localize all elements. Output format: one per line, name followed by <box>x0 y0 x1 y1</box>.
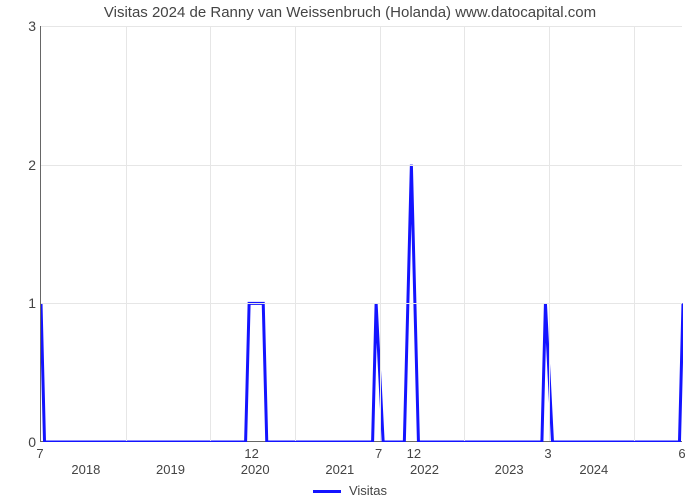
x-tick-month: 7 <box>375 446 382 461</box>
x-tick-year: 2023 <box>495 462 524 477</box>
gridline-vertical <box>210 26 211 441</box>
x-tick-month: 6 <box>678 446 685 461</box>
x-tick-year: 2024 <box>579 462 608 477</box>
y-tick-label: 3 <box>6 18 36 34</box>
y-tick-label: 2 <box>6 157 36 173</box>
y-tick-label: 1 <box>6 295 36 311</box>
gridline-horizontal <box>41 303 682 304</box>
gridline-vertical <box>549 26 550 441</box>
gridline-horizontal <box>41 26 682 27</box>
x-tick-year: 2018 <box>71 462 100 477</box>
x-tick-month: 12 <box>244 446 258 461</box>
legend-swatch <box>313 490 341 493</box>
legend-label: Visitas <box>349 483 387 498</box>
gridline-vertical <box>464 26 465 441</box>
gridline-vertical <box>126 26 127 441</box>
x-tick-month: 3 <box>544 446 551 461</box>
legend: Visitas <box>0 483 700 498</box>
line-series <box>41 26 683 442</box>
x-tick-month: 7 <box>36 446 43 461</box>
x-tick-year: 2019 <box>156 462 185 477</box>
gridline-horizontal <box>41 165 682 166</box>
gridline-vertical <box>634 26 635 441</box>
gridline-vertical <box>295 26 296 441</box>
plot-area <box>40 26 682 442</box>
x-tick-year: 2020 <box>241 462 270 477</box>
chart-title: Visitas 2024 de Ranny van Weissenbruch (… <box>0 4 700 21</box>
chart-container: Visitas 2024 de Ranny van Weissenbruch (… <box>0 0 700 500</box>
x-tick-year: 2022 <box>410 462 439 477</box>
gridline-vertical <box>380 26 381 441</box>
x-tick-year: 2021 <box>325 462 354 477</box>
y-tick-label: 0 <box>6 434 36 450</box>
x-tick-month: 12 <box>407 446 421 461</box>
